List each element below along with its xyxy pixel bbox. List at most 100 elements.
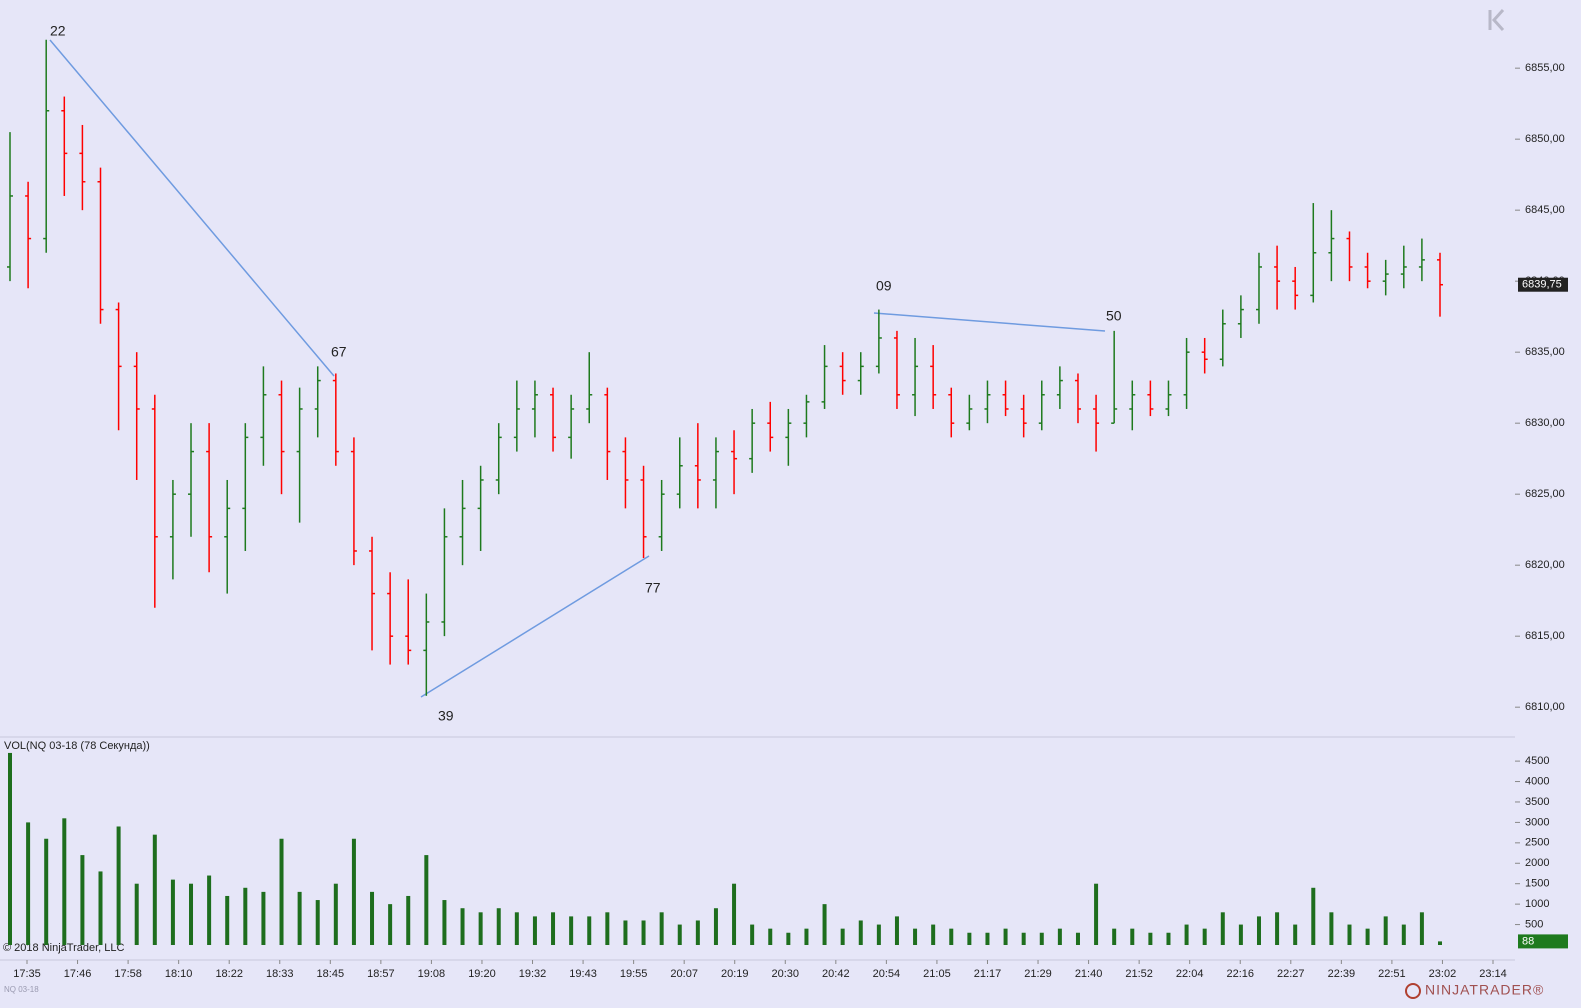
x-tick-label: 20:30 (772, 968, 800, 980)
volume-bar (677, 924, 682, 945)
volume-bar (351, 838, 356, 945)
volume-bar (1347, 924, 1352, 945)
volume-bar (1075, 932, 1080, 945)
y-tick-label: 6835,00 (1525, 346, 1565, 358)
x-tick-label: 19:55 (620, 968, 648, 980)
volume-bar (315, 900, 320, 945)
x-tick-label: 18:45 (317, 968, 345, 980)
volume-bar (840, 928, 845, 945)
volume-bar (370, 891, 375, 945)
x-tick-label: 18:33 (266, 968, 294, 980)
volume-bar (985, 932, 990, 945)
volume-bar (207, 875, 212, 945)
volume-bar (569, 916, 574, 945)
y-tick-label: 6850,00 (1525, 133, 1565, 145)
x-tick-label: 22:39 (1328, 968, 1356, 980)
volume-bar (1166, 932, 1171, 945)
x-tick-label: 18:57 (367, 968, 395, 980)
volume-bar (1401, 924, 1406, 945)
volume-bar (1184, 924, 1189, 945)
volume-bar (659, 912, 664, 945)
trend-line (420, 555, 650, 698)
y-tick-label: 6830,00 (1525, 417, 1565, 429)
volume-bar (876, 924, 881, 945)
x-tick-label: 18:10 (165, 968, 193, 980)
volume-bar (623, 920, 628, 945)
volume-bar (8, 752, 12, 945)
x-tick-label: 23:14 (1479, 968, 1507, 980)
volume-bar (713, 908, 718, 945)
y-tick-label: 3000 (1525, 816, 1549, 828)
y-tick-label: 2000 (1525, 857, 1549, 869)
volume-bar (1112, 928, 1117, 945)
y-tick-label: 4500 (1525, 755, 1549, 767)
trend-line (873, 312, 1106, 332)
volume-bar (1275, 912, 1280, 945)
volume-bar (388, 904, 393, 945)
volume-bar (333, 883, 338, 945)
volume-bar (406, 895, 411, 945)
volume-bar (949, 928, 954, 945)
x-tick-label: 21:05 (923, 968, 951, 980)
x-tick-label: 21:17 (974, 968, 1002, 980)
volume-bar (152, 834, 157, 945)
x-tick-label: 20:19 (721, 968, 749, 980)
volume-bar (26, 822, 31, 945)
volume-bar (1419, 912, 1424, 945)
last-volume-box (1518, 934, 1568, 949)
volume-bar (732, 883, 737, 945)
volume-bar (1003, 928, 1008, 945)
y-tick-label: 6810,00 (1525, 701, 1565, 713)
volume-bar (1311, 887, 1316, 945)
x-tick-label: 17:58 (114, 968, 142, 980)
instrument: NQ 03-18 (4, 985, 39, 994)
x-tick-label: 20:07 (670, 968, 698, 980)
volume-bar (243, 887, 248, 945)
x-tick-label: 22:27 (1277, 968, 1305, 980)
volume-bar (1094, 883, 1099, 945)
x-tick-label: 20:54 (873, 968, 901, 980)
volume-bar (1220, 912, 1225, 945)
volume-bar (913, 928, 918, 945)
y-tick-label: 1000 (1525, 898, 1549, 910)
volume-bar (80, 855, 85, 945)
x-tick-label: 17:35 (13, 968, 41, 980)
volume-bar (279, 838, 284, 945)
y-tick-label: 2500 (1525, 837, 1549, 849)
volume-bar (1438, 941, 1442, 945)
volume-bar (478, 912, 483, 945)
volume-bar (768, 928, 773, 945)
volume-bar (1130, 928, 1135, 945)
y-tick-label: 4000 (1525, 775, 1549, 787)
volume-bar (225, 895, 230, 945)
y-tick-label: 1500 (1525, 878, 1549, 890)
volume-title: VOL(NQ 03-18 (78 Секунда)) (4, 740, 150, 752)
x-tick-label: 20:42 (822, 968, 850, 980)
trend-lines (49, 39, 1106, 698)
volume-bar (442, 900, 447, 945)
volume-bar (1021, 932, 1026, 945)
logo: NINJATRADER® (1425, 982, 1544, 998)
annotation: 39 (438, 708, 454, 724)
annotation: 09 (876, 278, 892, 294)
volume-bar (822, 904, 827, 945)
volume-bar (750, 924, 755, 945)
volume-bar (44, 838, 49, 945)
logo-icon (1405, 983, 1421, 999)
y-tick-label: 6855,00 (1525, 62, 1565, 74)
volume-bar (695, 920, 700, 945)
volume-bar (170, 879, 175, 945)
volume-bar (1329, 912, 1334, 945)
volume-bar (1148, 932, 1153, 945)
x-tick-label: 19:20 (468, 968, 496, 980)
annotation: 50 (1106, 308, 1122, 324)
volume-bar (62, 818, 67, 945)
x-tick-label: 22:04 (1176, 968, 1204, 980)
x-tick-label: 21:29 (1024, 968, 1052, 980)
scroll-end-icon[interactable] (1488, 8, 1505, 32)
y-tick-label: 6815,00 (1525, 630, 1565, 642)
volume-bar (1057, 928, 1062, 945)
last-price-box (1518, 277, 1568, 292)
volume-bar (424, 855, 429, 945)
